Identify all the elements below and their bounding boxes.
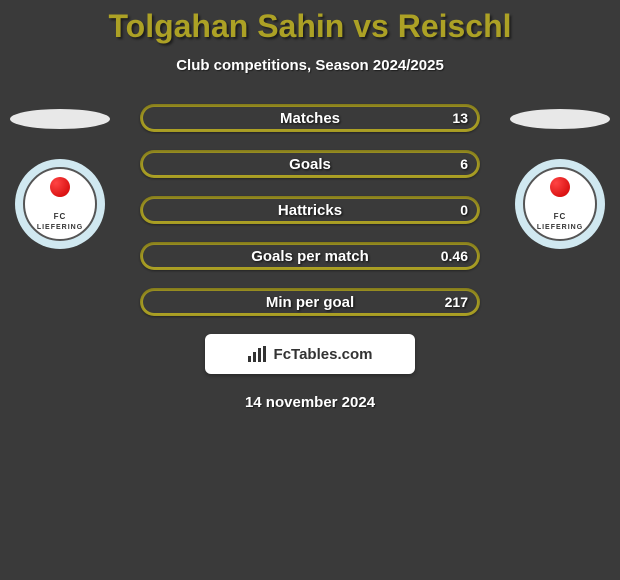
stat-label: Hattricks	[278, 202, 342, 219]
stat-value-right: 217	[445, 294, 468, 310]
comparison-subtitle: Club competitions, Season 2024/2025	[0, 57, 620, 74]
stat-bar-goals: Goals 6	[140, 150, 480, 178]
player-left-club-badge: FC LIEFERING	[15, 159, 105, 249]
stat-bar-min-per-goal: Min per goal 217	[140, 288, 480, 316]
stat-bar-matches: Matches 13	[140, 104, 480, 132]
footer-date: 14 november 2024	[0, 394, 620, 411]
stat-label: Min per goal	[266, 294, 354, 311]
comparison-title: Tolgahan Sahin vs Reischl	[0, 0, 620, 45]
stat-bar-goals-per-match: Goals per match 0.46	[140, 242, 480, 270]
player-left-avatar	[10, 109, 110, 129]
club-name-line1: FC	[54, 212, 67, 221]
club-name-line1: FC	[554, 212, 567, 221]
club-badge-inner: FC LIEFERING	[23, 167, 97, 241]
content-area: FC LIEFERING FC LIEFERING Matches 13 Goa…	[0, 104, 620, 411]
stat-value-right: 13	[452, 110, 468, 126]
player-right-avatar	[510, 109, 610, 129]
player-left-column: FC LIEFERING	[0, 104, 120, 249]
club-ball-icon	[50, 177, 70, 197]
source-site-name: FcTables.com	[274, 346, 373, 363]
stat-label: Goals	[289, 156, 331, 173]
stats-bars-container: Matches 13 Goals 6 Hattricks 0 Goals per…	[140, 104, 480, 316]
stat-value-right: 6	[460, 156, 468, 172]
bar-chart-icon	[248, 346, 268, 362]
club-badge-inner: FC LIEFERING	[523, 167, 597, 241]
source-badge[interactable]: FcTables.com	[205, 334, 415, 374]
club-name-line2: LIEFERING	[37, 224, 83, 231]
stat-label: Goals per match	[251, 248, 369, 265]
player-right-club-badge: FC LIEFERING	[515, 159, 605, 249]
stat-value-right: 0	[460, 202, 468, 218]
stat-value-right: 0.46	[441, 248, 468, 264]
stat-bar-hattricks: Hattricks 0	[140, 196, 480, 224]
stat-label: Matches	[280, 110, 340, 127]
club-ball-icon	[550, 177, 570, 197]
player-right-column: FC LIEFERING	[500, 104, 620, 249]
club-name-line2: LIEFERING	[537, 224, 583, 231]
